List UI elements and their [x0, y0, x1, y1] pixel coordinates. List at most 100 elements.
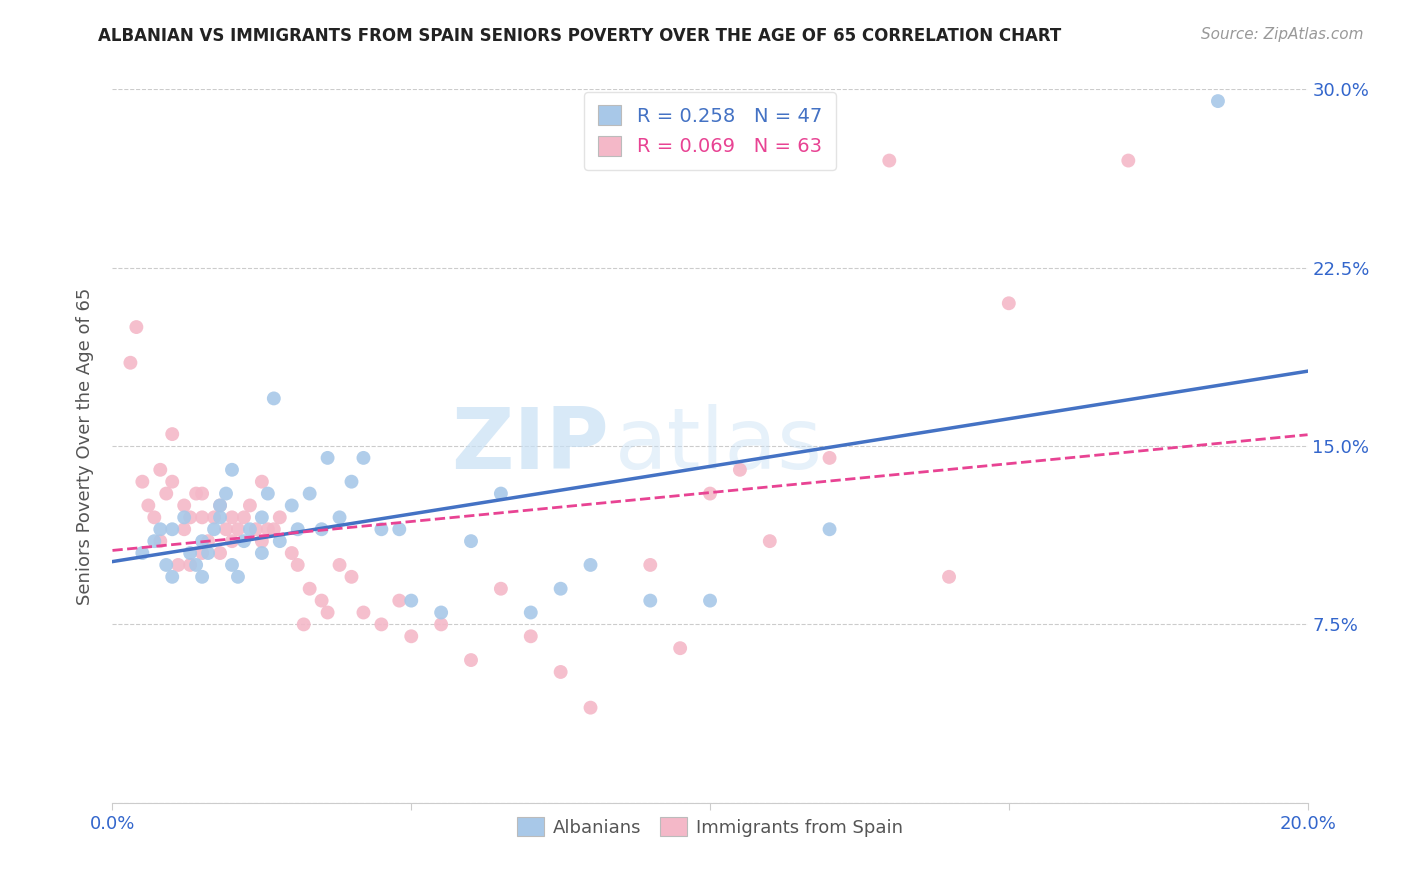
Point: [191, 546, 214, 560]
Point: [250, 510, 273, 524]
Point: [131, 475, 153, 489]
Point: [209, 546, 232, 560]
Point: [311, 522, 333, 536]
Point: [173, 510, 195, 524]
Point: [298, 582, 321, 596]
Point: [186, 486, 208, 500]
Point: [209, 510, 232, 524]
Point: [155, 558, 177, 572]
Point: [149, 522, 172, 536]
Point: [221, 510, 243, 524]
Point: [489, 582, 512, 596]
Point: [215, 522, 238, 536]
Point: [370, 522, 392, 536]
Point: [311, 593, 333, 607]
Point: [263, 392, 285, 406]
Point: [162, 570, 183, 584]
Point: [191, 570, 214, 584]
Point: [173, 522, 195, 536]
Point: [221, 534, 243, 549]
Point: [167, 558, 190, 572]
Point: [430, 606, 453, 620]
Point: [353, 450, 375, 465]
Point: [226, 522, 249, 536]
Point: [179, 558, 201, 572]
Point: [340, 475, 363, 489]
Point: [149, 463, 172, 477]
Point: [221, 558, 243, 572]
Point: [155, 486, 177, 500]
Text: Source: ZipAtlas.com: Source: ZipAtlas.com: [1201, 27, 1364, 42]
Point: [257, 486, 280, 500]
Point: [281, 546, 304, 560]
Point: [162, 475, 183, 489]
Point: [460, 534, 482, 549]
Point: [370, 617, 392, 632]
Point: [173, 499, 195, 513]
Point: [353, 606, 375, 620]
Point: [250, 475, 273, 489]
Point: [263, 522, 285, 536]
Point: [759, 534, 782, 549]
Point: [131, 546, 153, 560]
Point: [143, 510, 166, 524]
Point: [640, 558, 662, 572]
Point: [179, 510, 201, 524]
Point: [640, 593, 662, 607]
Point: [340, 570, 363, 584]
Point: [245, 522, 267, 536]
Point: [579, 700, 602, 714]
Point: [550, 665, 572, 679]
Point: [143, 534, 166, 549]
Point: [669, 641, 692, 656]
Point: [489, 486, 512, 500]
Point: [818, 450, 841, 465]
Point: [269, 510, 291, 524]
Point: [239, 522, 262, 536]
Point: [329, 558, 352, 572]
Point: [460, 653, 482, 667]
Legend: Albanians, Immigrants from Spain: Albanians, Immigrants from Spain: [510, 810, 910, 844]
Point: [316, 450, 339, 465]
Point: [226, 570, 249, 584]
Point: [938, 570, 960, 584]
Point: [250, 546, 273, 560]
Point: [125, 320, 148, 334]
Point: [233, 534, 256, 549]
Point: [1206, 94, 1229, 108]
Point: [233, 510, 256, 524]
Point: [120, 356, 142, 370]
Text: atlas: atlas: [614, 404, 823, 488]
Point: [401, 629, 423, 643]
Point: [728, 463, 751, 477]
Point: [281, 499, 304, 513]
Point: [329, 510, 352, 524]
Point: [149, 534, 172, 549]
Point: [202, 510, 225, 524]
Point: [191, 510, 214, 524]
Point: [550, 582, 572, 596]
Point: [520, 606, 543, 620]
Point: [287, 522, 309, 536]
Text: ALBANIAN VS IMMIGRANTS FROM SPAIN SENIORS POVERTY OVER THE AGE OF 65 CORRELATION: ALBANIAN VS IMMIGRANTS FROM SPAIN SENIOR…: [98, 27, 1062, 45]
Point: [699, 486, 721, 500]
Y-axis label: Seniors Poverty Over the Age of 65: Seniors Poverty Over the Age of 65: [76, 287, 94, 605]
Point: [186, 558, 208, 572]
Point: [316, 606, 339, 620]
Point: [257, 522, 280, 536]
Point: [287, 558, 309, 572]
Point: [401, 593, 423, 607]
Point: [197, 546, 219, 560]
Point: [162, 522, 183, 536]
Point: [215, 486, 238, 500]
Point: [388, 593, 411, 607]
Point: [209, 499, 232, 513]
Point: [239, 499, 262, 513]
Point: [388, 522, 411, 536]
Point: [197, 534, 219, 549]
Point: [292, 617, 315, 632]
Point: [202, 522, 225, 536]
Point: [250, 534, 273, 549]
Point: [998, 296, 1021, 310]
Point: [818, 522, 841, 536]
